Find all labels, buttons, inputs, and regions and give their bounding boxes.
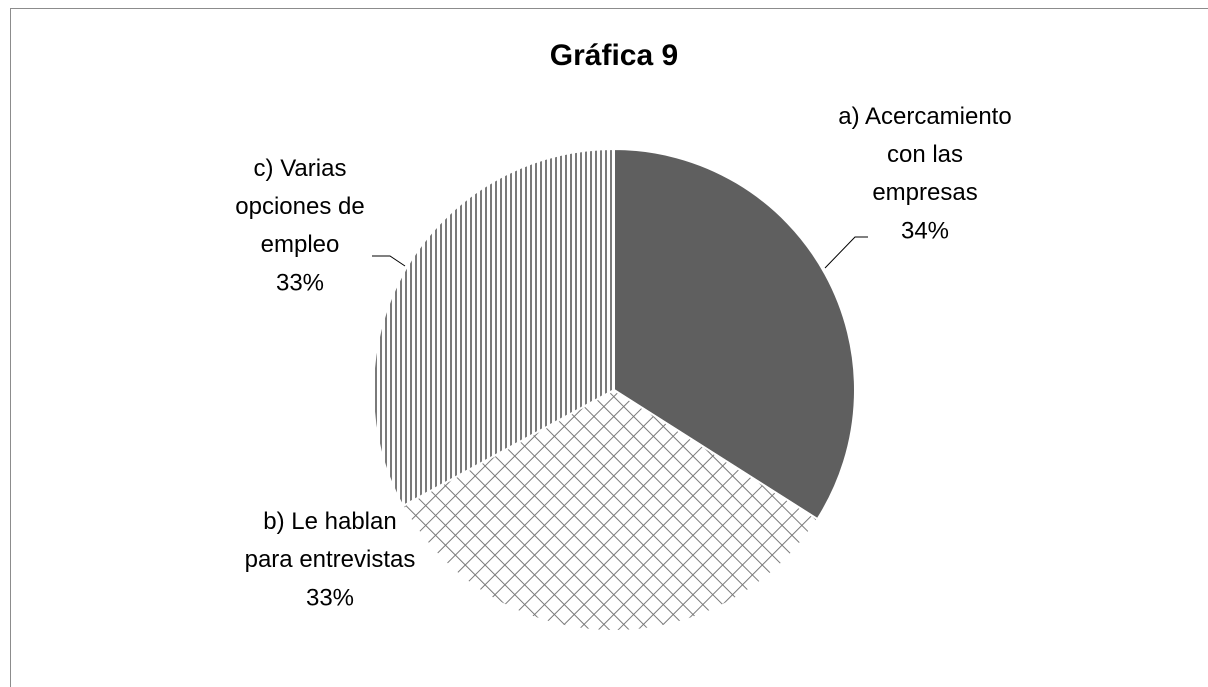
label-line: opciones de [235, 193, 364, 220]
label-line: con las [887, 141, 963, 168]
value-label: 33% [306, 584, 354, 611]
data-label: a) Acercamiento con las empresas [838, 103, 1011, 206]
data-label: b) Le hablan para entrevistas [245, 508, 416, 573]
label-line: a) Acercamiento [838, 103, 1011, 130]
label-line: empleo [261, 231, 340, 258]
value-label: 33% [276, 269, 324, 296]
chart-title: Gráfica 9 [550, 39, 678, 72]
label-line: c) Varias [254, 155, 347, 182]
pie-slice [613, 147, 856, 521]
leader-line [372, 255, 406, 267]
data-label: c) Varias opciones de empleo [235, 155, 364, 258]
label-line: b) Le hablan [263, 508, 396, 535]
leader-line [824, 236, 868, 269]
label-line: empresas [872, 179, 977, 206]
label-line: para entrevistas [245, 546, 416, 573]
value-label: 34% [901, 217, 949, 244]
pie-slice [372, 147, 615, 508]
